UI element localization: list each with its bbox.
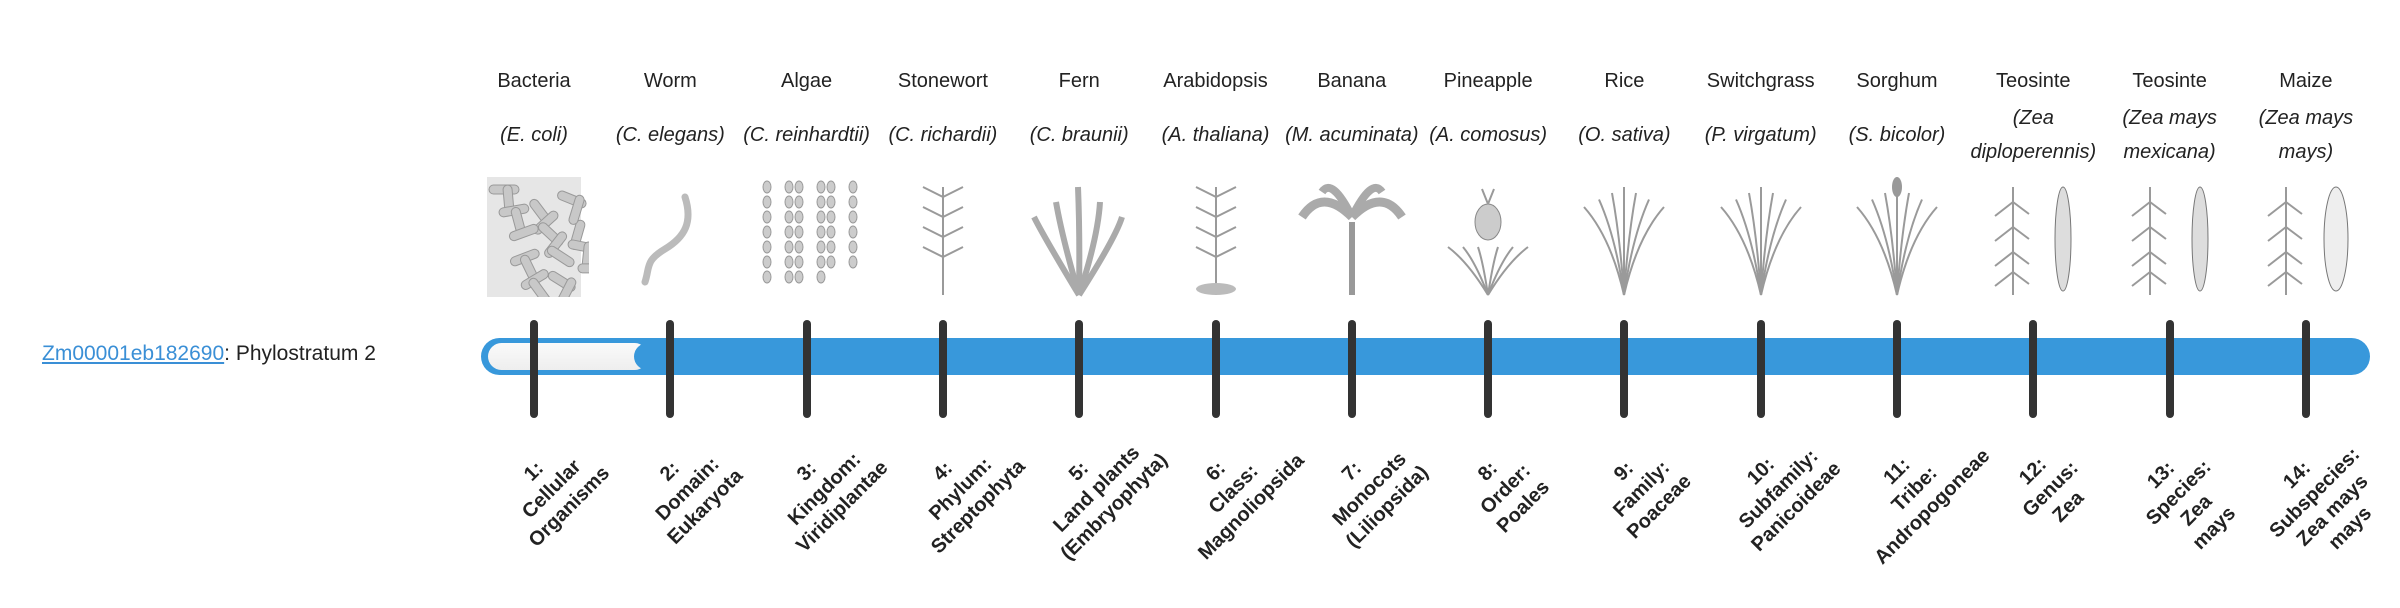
phylostratum-bar [481, 338, 2370, 375]
species-text: (A. thaliana) [1161, 124, 1270, 146]
organism-species-name: (A. comosus) [1420, 98, 1556, 172]
bacteria-icon [479, 177, 609, 307]
stratum-tick [1347, 320, 1356, 418]
species-text: (E. coli) [500, 124, 568, 146]
stratum-tick [938, 320, 947, 418]
organism-species-name: (C. richardii) [875, 98, 1011, 172]
stratum-tick [1893, 320, 1901, 418]
species-text: (Zea mays mays) [2258, 107, 2354, 163]
organism-common-name: Banana [1317, 70, 1387, 92]
organism-species-name: (A. thaliana) [1148, 98, 1284, 172]
stratum-organism: Sorghum (S. bicolor) [1829, 64, 1965, 172]
organism-common-name: Arabidopsis [1163, 70, 1268, 92]
species-text: (S. bicolor) [1848, 124, 1946, 146]
stonewort-icon [888, 177, 998, 297]
organism-species-name: (S. bicolor) [1829, 98, 1965, 172]
stratum-tick [1620, 320, 1629, 418]
organism-species-name: (C. elegans) [602, 98, 738, 172]
organism-common-name: Teosinte [2132, 70, 2207, 92]
species-text: (Zea mays mexicana) [2122, 107, 2217, 163]
gene-id-link[interactable]: Zm00001eb182690 [42, 342, 225, 365]
phylostratum-bar-fill-start [634, 343, 664, 370]
stratum-organism: Stonewort (C. richardii) [875, 64, 1011, 172]
organism-common-name: Worm [643, 70, 697, 92]
switchgrass-icon [1706, 177, 1816, 297]
stratum-tick [802, 320, 811, 418]
stratum-tick [2029, 320, 2038, 418]
organism-common-name: Fern [1058, 70, 1100, 92]
worm-icon [615, 177, 725, 297]
species-text: (P. virgatum) [1704, 124, 1817, 146]
stratum-tick [1211, 320, 1220, 418]
organism-common-name: Maize [2279, 70, 2333, 92]
organism-common-name: Algae [781, 70, 833, 92]
species-text: (C. elegans) [615, 124, 725, 146]
pineapple-icon [1433, 177, 1543, 297]
species-text: (C. reinhardtii) [743, 124, 870, 146]
organism-species-name: (P. virgatum) [1693, 98, 1829, 172]
rice-icon [1569, 177, 1679, 297]
species-text: (O. sativa) [1578, 124, 1671, 146]
organism-species-name: (E. coli) [466, 98, 602, 172]
banana-icon [1297, 177, 1407, 297]
species-text: (A. comosus) [1429, 124, 1547, 146]
organism-species-name: (Zea mays mays) [2238, 98, 2374, 172]
organism-common-name: Sorghum [1856, 70, 1938, 92]
organism-species-name: (M. acuminata) [1284, 98, 1420, 172]
stratum-organism: Teosinte (Zea mays mexicana) [2102, 64, 2238, 172]
organism-common-name: Pineapple [1443, 70, 1533, 92]
stratum-tick [530, 320, 538, 418]
phylostratum-bar-empty-segment [488, 343, 648, 370]
stratum-organism: Worm (C. elegans) [602, 64, 738, 172]
organism-species-name: (Zea mays mexicana) [2102, 98, 2238, 172]
stratum-organism: Fern (C. braunii) [1011, 64, 1147, 172]
organism-common-name: Stonewort [897, 70, 988, 92]
species-text: (Zea diploperennis) [1970, 107, 2097, 163]
stratum-organism: Bacteria (E. coli) [466, 64, 602, 172]
organism-common-name: Bacteria [497, 70, 571, 92]
organism-species-name: (Zea diploperennis) [1965, 98, 2101, 172]
organism-common-name: Switchgrass [1706, 70, 1815, 92]
stratum-tick [1484, 320, 1493, 418]
stratum-organism: Pineapple (A. comosus) [1420, 64, 1556, 172]
stratum-organism: Banana (M. acuminata) [1284, 64, 1420, 172]
stratum-organism: Maize (Zea mays mays) [2238, 64, 2374, 172]
fern-icon [1024, 177, 1134, 297]
teosinte-icon [1978, 177, 2088, 297]
stratum-organism: Switchgrass (P. virgatum) [1693, 64, 1829, 172]
algae-icon [752, 177, 862, 297]
organism-species-name: (C. braunii) [1011, 98, 1147, 172]
stratum-tick [1075, 320, 1084, 418]
teosinte-mexicana-icon [2115, 177, 2225, 297]
species-text: (C. braunii) [1029, 124, 1129, 146]
organism-common-name: Teosinte [1996, 70, 2071, 92]
stratum-tick [1756, 320, 1765, 418]
stratum-organism: Algae (C. reinhardtii) [739, 64, 875, 172]
species-text: (M. acuminata) [1285, 124, 1419, 146]
phylostratum-text: : Phylostratum 2 [224, 342, 376, 365]
sorghum-icon [1842, 177, 1952, 297]
organism-species-name: (C. reinhardtii) [739, 98, 875, 172]
gene-label: Zm00001eb182690: Phylostratum 2 [42, 342, 376, 366]
stratum-organism: Rice (O. sativa) [1556, 64, 1692, 172]
maize-icon [2251, 177, 2361, 297]
stratum-organism: Teosinte (Zea diploperennis) [1965, 64, 2101, 172]
stratum-organism: Arabidopsis (A. thaliana) [1148, 64, 1284, 172]
stratum-tick [2165, 320, 2174, 418]
organism-species-name: (O. sativa) [1556, 98, 1692, 172]
species-text: (C. richardii) [888, 124, 998, 146]
organism-common-name: Rice [1604, 70, 1645, 92]
arabidopsis-icon [1161, 177, 1271, 297]
stratum-tick [666, 320, 675, 418]
stratum-tick [2301, 320, 2310, 418]
